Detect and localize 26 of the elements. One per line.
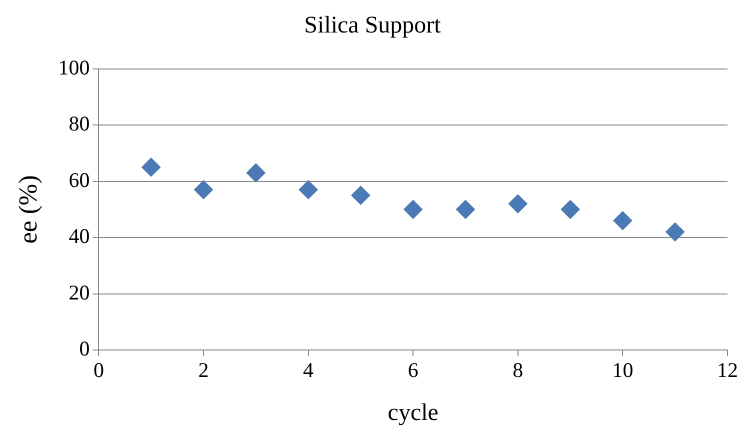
y-tick-label: 80 xyxy=(68,112,90,136)
x-tick-label: 6 xyxy=(408,358,418,382)
y-tick-label: 40 xyxy=(68,224,90,248)
x-tick-label: 10 xyxy=(612,358,634,382)
point xyxy=(456,200,475,219)
chart-title: Silica Support xyxy=(304,12,442,39)
point xyxy=(666,222,685,242)
y-tick-label: 20 xyxy=(68,280,90,304)
y-tick-label: 100 xyxy=(58,55,90,80)
x-tick-label: 2 xyxy=(198,358,209,382)
x-tick-label: 4 xyxy=(303,358,314,382)
point xyxy=(142,158,161,177)
point xyxy=(246,163,266,182)
x-tick-label: 12 xyxy=(717,358,738,382)
point xyxy=(298,180,318,200)
x-axis-title: cycle xyxy=(388,400,438,426)
point xyxy=(404,200,423,219)
y-tick-label: 0 xyxy=(79,336,90,361)
point xyxy=(613,211,632,230)
y-tick-label: 60 xyxy=(68,168,90,192)
point xyxy=(194,180,213,200)
x-tick-label: 8 xyxy=(512,358,524,382)
point xyxy=(351,186,370,205)
y-axis-title: ee (%) xyxy=(13,175,42,244)
point xyxy=(560,200,580,219)
point xyxy=(508,194,528,214)
